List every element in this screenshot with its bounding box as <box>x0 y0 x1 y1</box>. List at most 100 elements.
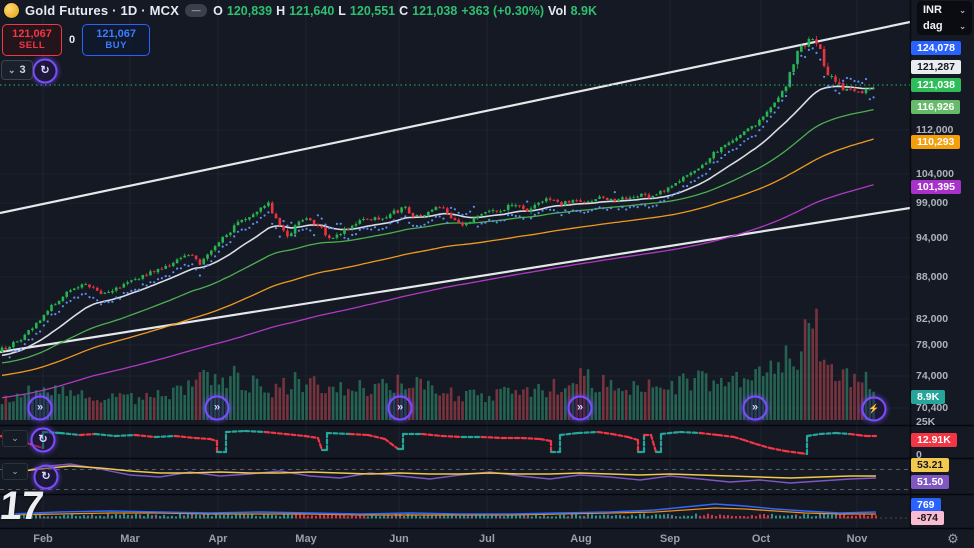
sar-dot <box>754 134 757 137</box>
pane4-hist-bar <box>531 516 533 519</box>
pane4-hist-bar <box>143 516 145 519</box>
sar-dot <box>31 338 34 341</box>
pane4-hist-bar <box>355 515 357 519</box>
pane4-hist-bar <box>667 514 669 519</box>
fast-forward-icon[interactable]: » <box>204 395 230 421</box>
pane4-hist-bar <box>63 515 65 519</box>
sar-dot <box>743 140 746 143</box>
sar-dot <box>465 212 468 216</box>
fast-forward-icon[interactable]: » <box>742 395 768 421</box>
pane4-hist-bar <box>611 515 613 519</box>
candle-body <box>248 217 251 220</box>
pane2-collapse-button[interactable]: ⌄ <box>2 430 28 447</box>
trendline-upper[interactable] <box>0 20 911 215</box>
symbol-title[interactable]: Gold Futures · 1D · MCX <box>25 3 179 18</box>
volume-bar <box>647 379 651 420</box>
pane3-collapse-button[interactable]: ⌄ <box>2 463 28 480</box>
candle-body <box>545 198 548 202</box>
sar-dot <box>579 210 582 213</box>
candle-body <box>712 151 715 159</box>
volume-bar <box>716 383 719 420</box>
candle-body <box>552 199 556 201</box>
pane4-hist-bar <box>467 514 469 519</box>
volume-bar <box>800 351 803 420</box>
refresh-icon[interactable]: ↻ <box>30 427 56 453</box>
sell-button[interactable]: 121,067 SELL <box>2 24 62 56</box>
pane4-hist-bar <box>431 515 433 519</box>
sar-dot <box>210 260 213 263</box>
sar-dot <box>111 300 114 303</box>
pane4-hist-bar <box>243 513 245 519</box>
pane4-hist-bar <box>495 515 497 519</box>
lightning-icon[interactable]: ⚡ <box>861 396 887 422</box>
sar-dot <box>564 209 567 212</box>
volume-bar <box>282 377 285 420</box>
candle-body <box>624 197 628 200</box>
sar-dot <box>784 94 788 98</box>
time-axis-month[interactable]: Aug <box>570 533 592 545</box>
candle-body <box>834 76 837 82</box>
pane4-hist-bar <box>179 513 181 519</box>
time-axis-month[interactable]: Nov <box>846 533 868 545</box>
time-axis-month[interactable]: Oct <box>751 533 771 545</box>
time-axis-month[interactable]: Sep <box>659 533 681 545</box>
candle-body <box>716 151 719 153</box>
candle-body <box>251 214 255 218</box>
sar-dot <box>305 227 308 230</box>
pane4-hist-bar <box>295 514 297 519</box>
candle-body <box>107 292 110 293</box>
candle-body <box>533 204 537 209</box>
candle-body <box>640 193 643 197</box>
object-tree-button[interactable]: ⌄ 3 <box>1 60 33 80</box>
sar-dot <box>107 301 110 304</box>
candle-body <box>331 238 335 239</box>
sar-dot <box>244 228 247 231</box>
volume-bar <box>579 368 582 420</box>
time-axis-month[interactable]: May <box>295 533 317 545</box>
refresh-icon[interactable]: ↻ <box>33 464 59 490</box>
time-axis-month[interactable]: Mar <box>120 533 140 545</box>
sar-dot <box>503 219 506 222</box>
volume-bar <box>468 389 472 420</box>
pane4-hist-bar <box>791 515 793 519</box>
volume-bar <box>194 379 198 420</box>
pane4-hist-bar <box>427 514 429 519</box>
fast-forward-icon[interactable]: » <box>567 395 593 421</box>
candle-body <box>689 172 693 176</box>
fast-forward-icon[interactable]: » <box>27 395 53 421</box>
candle-body <box>92 286 95 288</box>
sar-dot <box>666 196 670 199</box>
sar-dot <box>495 221 498 224</box>
candle-body <box>419 214 422 217</box>
candle-body <box>133 279 137 281</box>
candle-body <box>487 210 491 212</box>
time-axis-month[interactable]: Jun <box>389 533 409 545</box>
sar-dot <box>206 264 209 267</box>
candle-body <box>194 255 198 260</box>
time-axis-month[interactable]: Feb <box>33 533 53 545</box>
visibility-toggle-icon[interactable]: — <box>185 4 208 17</box>
refresh-icon[interactable]: ↻ <box>32 58 58 84</box>
fast-forward-icon[interactable]: » <box>387 395 413 421</box>
unit-dropdown[interactable]: dag ⌄ <box>917 18 972 34</box>
candle-body <box>286 230 289 237</box>
buy-button[interactable]: 121,067 BUY <box>82 24 151 56</box>
volume-bar <box>628 394 632 420</box>
time-axis-month[interactable]: Jul <box>479 533 495 545</box>
volume-bar <box>594 392 597 420</box>
pane4-hist-bar <box>751 515 753 519</box>
sar-dot <box>50 313 53 316</box>
volume-bar <box>411 387 415 420</box>
sar-dot <box>58 310 61 313</box>
volume-bar <box>427 380 430 420</box>
currency-dropdown[interactable]: INR ⌄ <box>917 2 972 18</box>
time-axis-month[interactable]: Apr <box>208 533 228 545</box>
volume-bar <box>309 378 312 420</box>
pane4-hist-bar <box>87 515 89 519</box>
interval-label[interactable]: 1D <box>120 3 138 18</box>
trendline-lower[interactable] <box>0 206 911 354</box>
sar-dot <box>400 217 403 220</box>
gear-icon[interactable]: ⚙ <box>947 531 959 546</box>
low-label: L <box>338 3 346 18</box>
